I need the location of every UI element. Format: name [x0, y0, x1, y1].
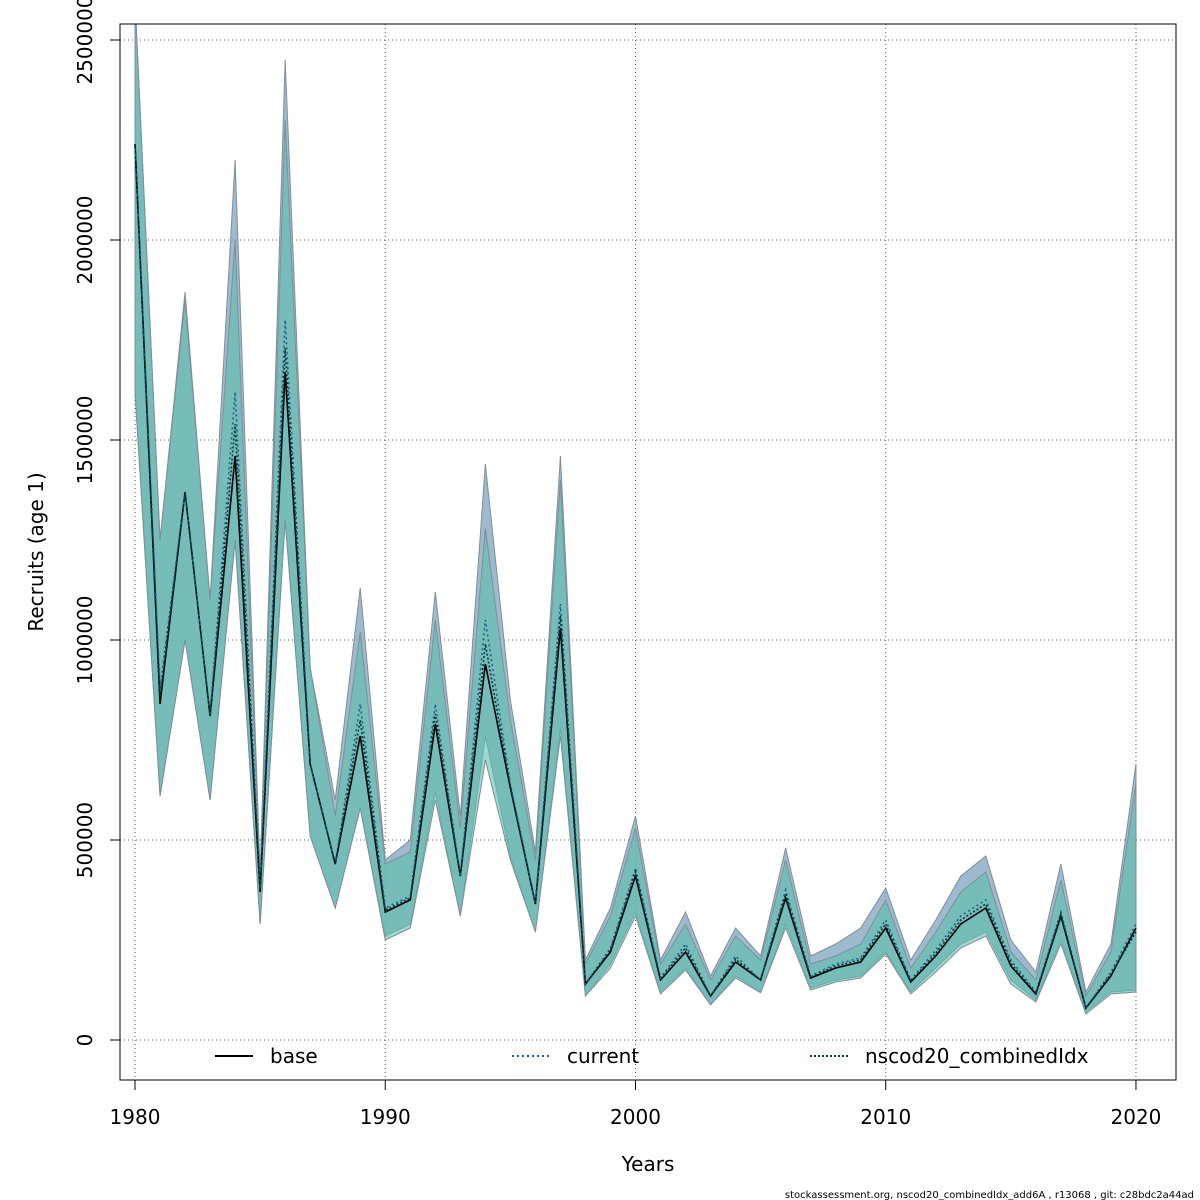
band-nscod20_combinedIdx — [134, 24, 1137, 1015]
y-tick-label-500000: 500000 — [73, 802, 97, 878]
series-lines — [134, 143, 1137, 1010]
footer-caption: stockassessment.org, nscod20_combinedIdx… — [785, 1190, 1194, 1200]
x-tick-label-2020: 2020 — [1111, 1105, 1162, 1129]
x-tick-label-1990: 1990 — [360, 1105, 411, 1129]
axes: 1980 1990 2000 2010 2020 0 500000 1000000 150000… — [73, 0, 1161, 1129]
plot-frame — [119, 23, 1177, 1081]
legend-label-base: base — [270, 1044, 318, 1068]
y-tick-label-1500000: 1500000 — [73, 395, 97, 484]
x-tick-label-1980: 1980 — [110, 1105, 161, 1129]
legend: base current nscod20_combinedIdx — [215, 1044, 1089, 1068]
confidence-bands — [134, 24, 1137, 1015]
legend-label-nscod20_combinedIdx: nscod20_combinedIdx — [865, 1044, 1089, 1068]
y-tick-label-2000000: 2000000 — [73, 195, 97, 284]
series-line-base — [134, 143, 1137, 1010]
series-line-nscod20_combinedIdx — [134, 143, 1137, 1010]
y-tick-label-1000000: 1000000 — [73, 595, 97, 684]
series-line-current — [134, 143, 1137, 1010]
legend-label-current: current — [567, 1044, 639, 1068]
x-tick-label-2010: 2010 — [860, 1105, 911, 1129]
y-tick-label-0: 0 — [73, 1034, 97, 1047]
x-tick-label-2000: 2000 — [610, 1105, 661, 1129]
y-axis-title: Recruits (age 1) — [24, 472, 48, 631]
y-tick-label-2500000: 2500000 — [73, 0, 97, 85]
x-axis-title: Years — [621, 1152, 675, 1176]
